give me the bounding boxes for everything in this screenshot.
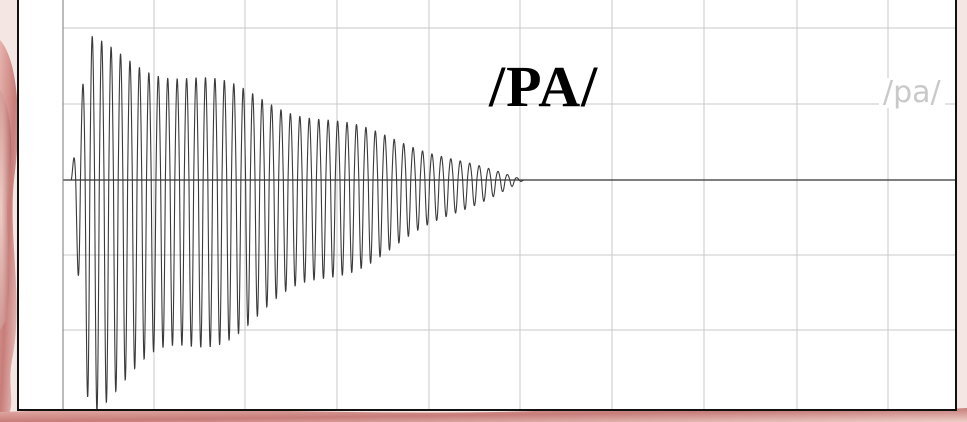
waveform-line [70, 35, 525, 409]
waveform-plot [62, 0, 955, 409]
waveform-panel: /PA/ /pa/ [17, 0, 957, 411]
chart-title: /PA/ [489, 54, 599, 119]
secondary-label: /pa/ [879, 78, 945, 108]
decorative-shape-bottom [0, 408, 967, 422]
decorative-shape-left-rim [0, 90, 12, 330]
